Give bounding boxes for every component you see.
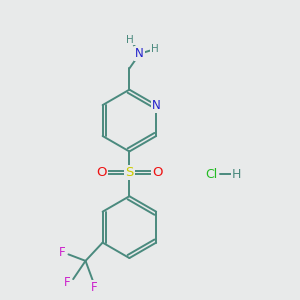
- Text: O: O: [97, 166, 107, 179]
- Text: N: N: [152, 99, 161, 112]
- Text: N: N: [135, 47, 144, 60]
- Text: H: H: [151, 44, 158, 54]
- Text: F: F: [91, 281, 98, 294]
- Text: Cl: Cl: [206, 168, 218, 181]
- Text: H: H: [126, 34, 134, 45]
- Text: F: F: [64, 276, 70, 289]
- Text: S: S: [125, 166, 134, 179]
- Text: H: H: [232, 168, 242, 181]
- Text: F: F: [59, 246, 66, 260]
- Text: O: O: [152, 166, 162, 179]
